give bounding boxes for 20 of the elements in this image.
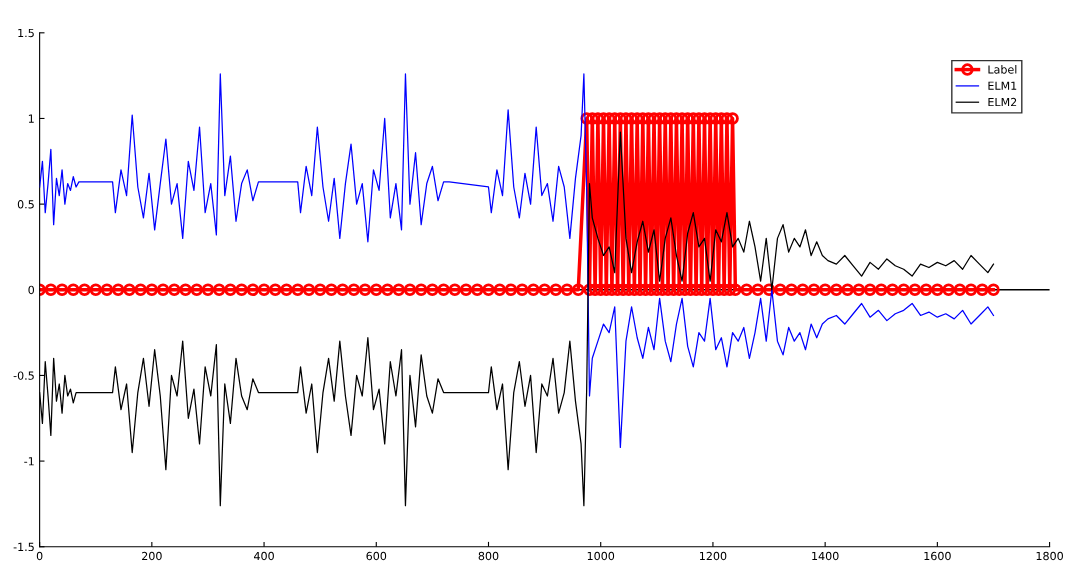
x-tick-label: 600 — [366, 551, 387, 561]
y-tick-label: -1 — [24, 457, 34, 466]
y-tick-label: -0.5 — [13, 371, 34, 380]
x-tick-label: 1000 — [587, 551, 615, 561]
x-tick-label: 200 — [142, 551, 162, 561]
x-tick-label: 1600 — [924, 551, 951, 561]
y-tick-label: 0.5 — [17, 200, 34, 209]
legend-label: ELM2 — [988, 97, 1017, 107]
x-tick-label: 1400 — [812, 551, 839, 561]
y-tick-label: 1 — [28, 114, 34, 123]
x-tick-label: 800 — [478, 551, 499, 561]
x-tick-label: 400 — [254, 551, 274, 561]
x-tick-label: 0 — [36, 551, 43, 561]
y-tick-label: -1.5 — [13, 542, 34, 552]
y-tick-label: 1.5 — [18, 28, 34, 38]
x-tick-label: 1200 — [700, 551, 727, 561]
legend-label: Label — [988, 65, 1017, 74]
legend-label: ELM1 — [988, 81, 1017, 90]
y-tick-label: 0 — [28, 285, 35, 295]
x-tick-label: 1800 — [1036, 551, 1063, 561]
